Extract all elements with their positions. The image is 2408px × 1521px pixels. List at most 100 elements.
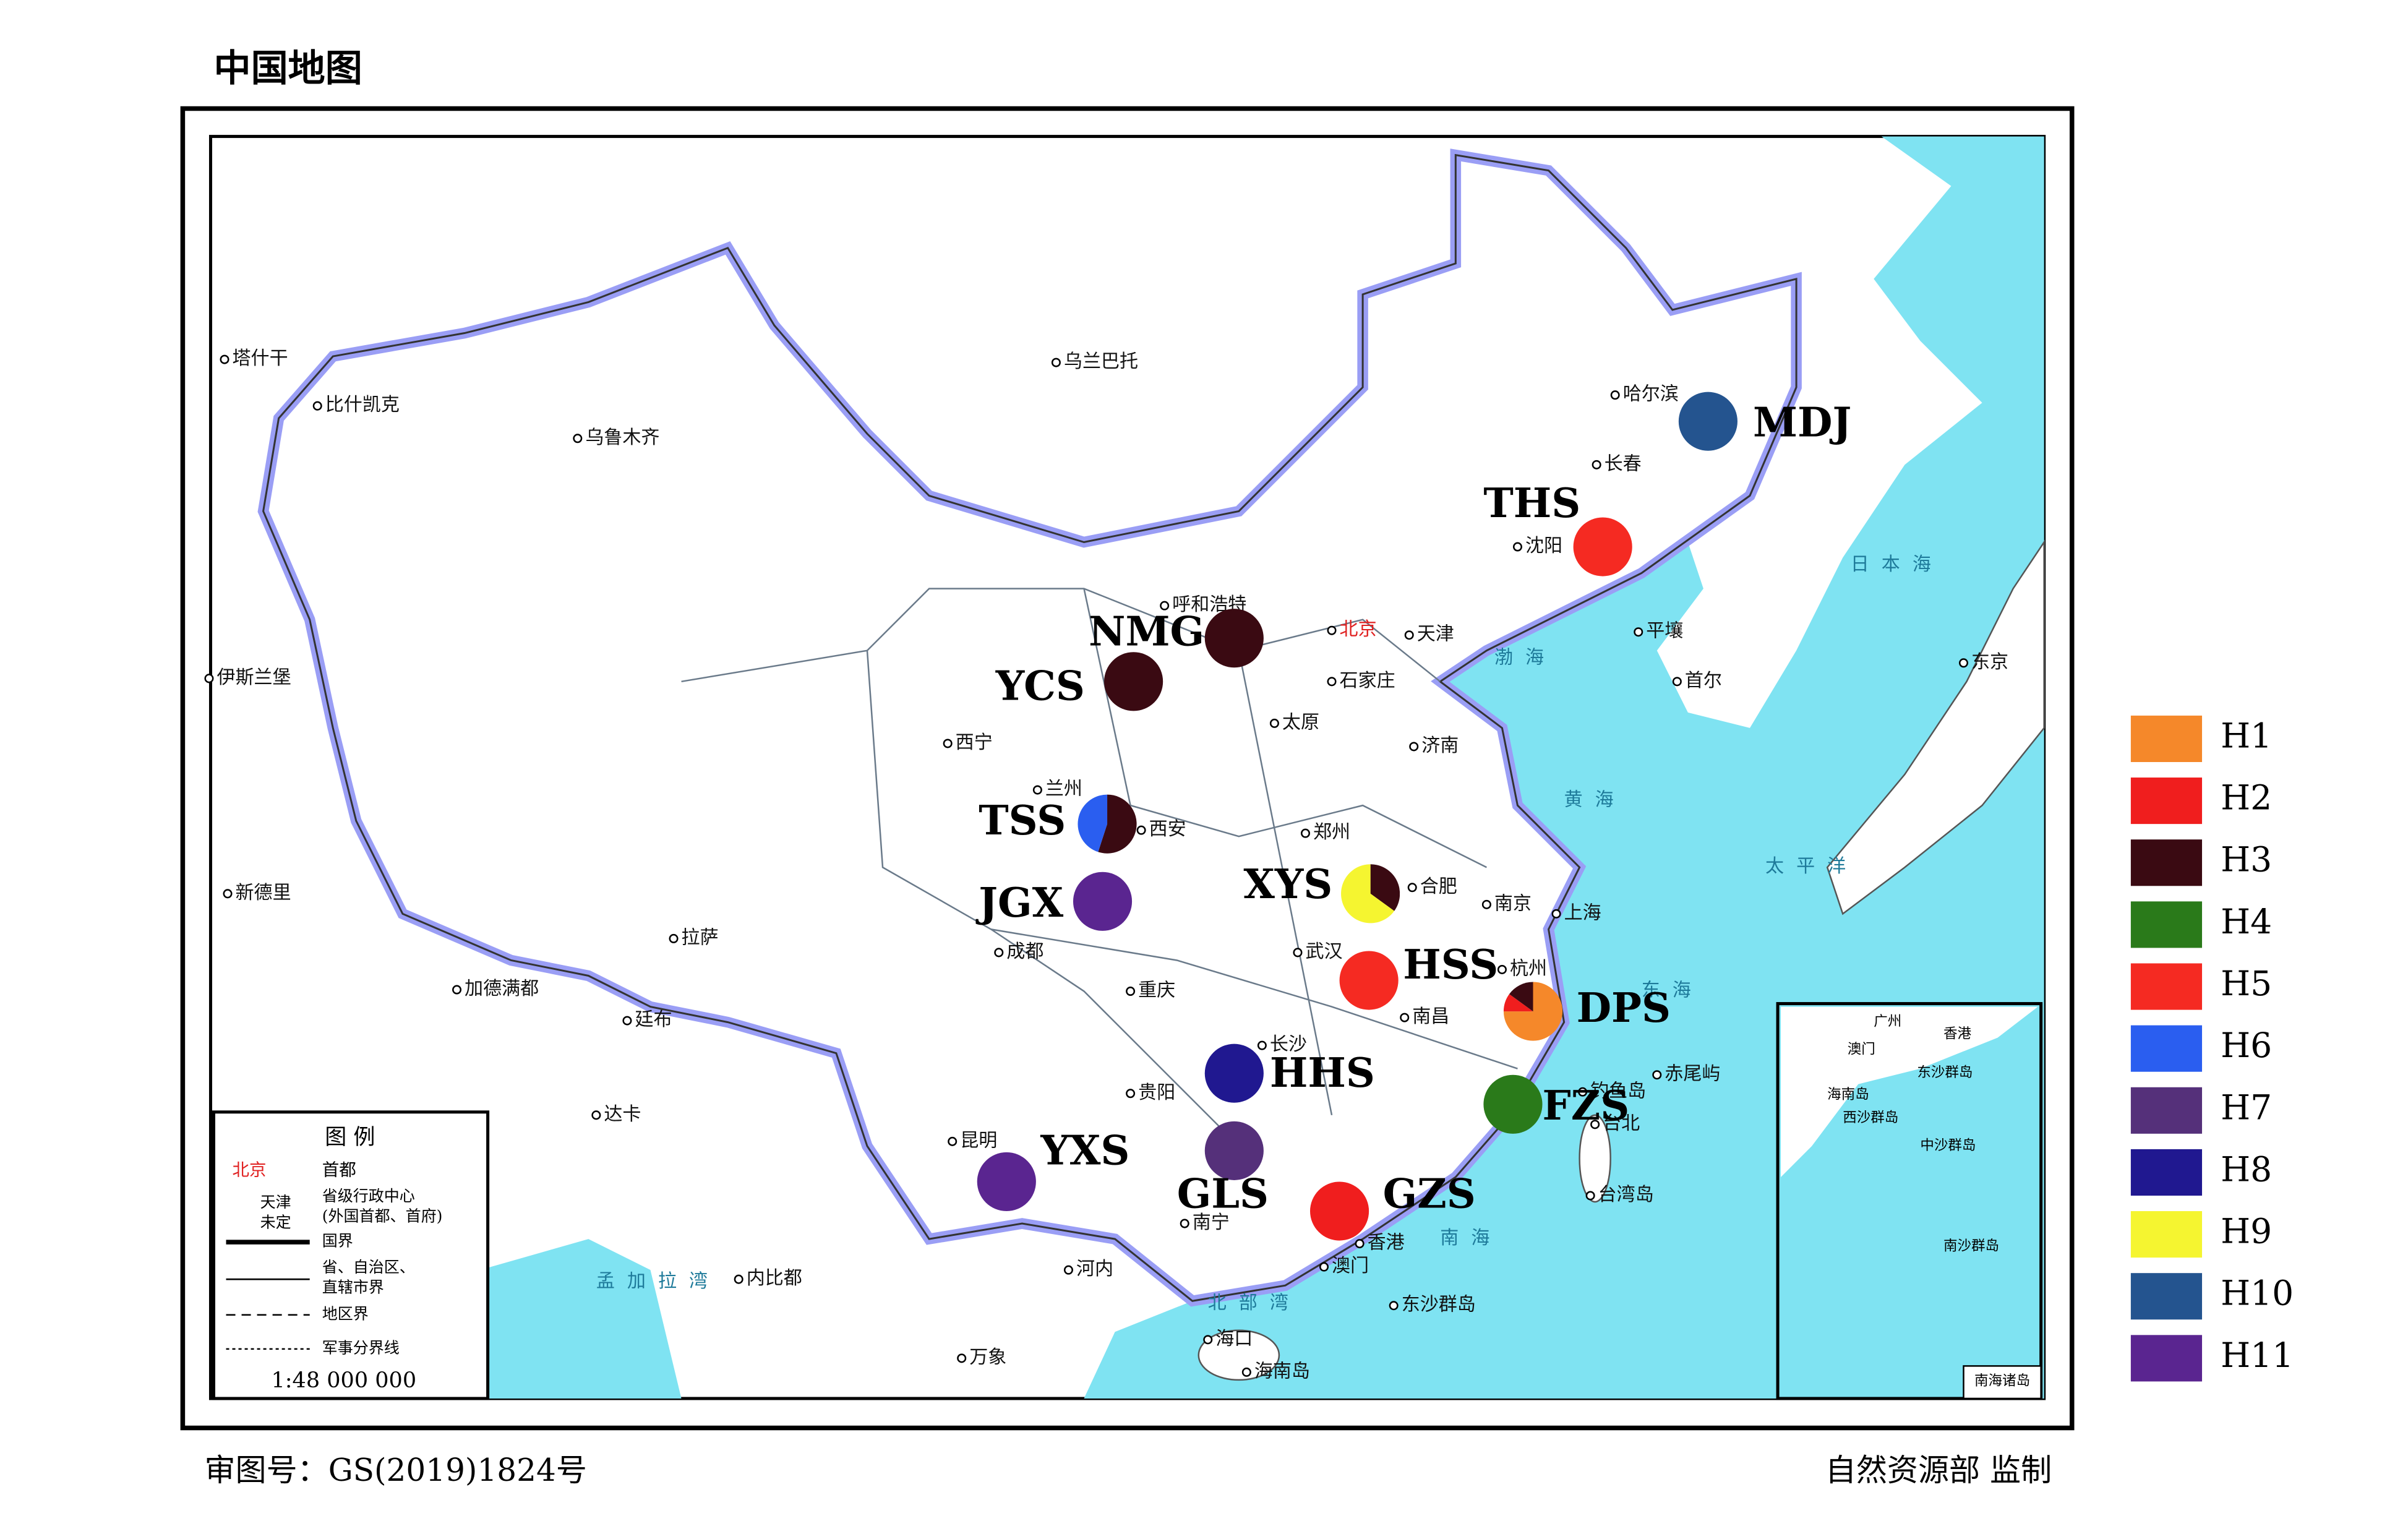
legend-swatch xyxy=(2130,901,2203,948)
place-dot xyxy=(1241,1367,1251,1377)
place-name: 赤尾屿 xyxy=(1665,1063,1720,1085)
place-dot xyxy=(1180,1219,1189,1228)
bay xyxy=(465,1239,682,1399)
map-legend-title: 图 例 xyxy=(325,1125,375,1150)
place-dot xyxy=(204,674,214,683)
place-name: 钓鱼岛 xyxy=(1590,1080,1646,1102)
map-title: 中国地图 xyxy=(213,47,362,90)
pie-slice xyxy=(1339,951,1399,1010)
legend-label: H3 xyxy=(2221,840,2272,880)
place-name: 兰州 xyxy=(1045,778,1082,800)
place-name: 昆明 xyxy=(960,1129,997,1151)
place-dot xyxy=(1293,948,1303,958)
place-dot xyxy=(948,1136,958,1146)
place-name: 海南岛 xyxy=(1254,1360,1310,1382)
place-dot xyxy=(1389,1301,1399,1311)
site-code: YCS xyxy=(995,662,1085,709)
legend-label: H7 xyxy=(2221,1087,2272,1127)
place-dot xyxy=(943,739,953,748)
legend-label: H9 xyxy=(2221,1212,2272,1251)
place-dot xyxy=(1051,358,1061,367)
legend-label: H4 xyxy=(2221,902,2272,941)
sea-name: 渤海 xyxy=(1494,646,1556,668)
place-dot xyxy=(1327,625,1337,635)
place-dot xyxy=(1160,601,1170,611)
place-name: 台北 xyxy=(1603,1113,1640,1134)
legend-label: 直辖市界 xyxy=(322,1279,384,1296)
inset-title-box xyxy=(1963,1365,2042,1400)
place-dot xyxy=(1610,390,1620,400)
pie-slice xyxy=(977,1152,1036,1212)
place-dot xyxy=(1592,460,1601,469)
hainan xyxy=(1198,1329,1280,1381)
sea-name: 东海 xyxy=(1642,980,1703,1001)
pie-slice xyxy=(1503,994,1533,1012)
place-name: 新德里 xyxy=(236,882,291,904)
inset: 南海诸岛 xyxy=(1776,1002,2043,1400)
place-dot xyxy=(1404,630,1414,640)
place-dot xyxy=(1652,1070,1662,1080)
place-dot xyxy=(1257,1040,1267,1050)
place-dot xyxy=(312,401,322,411)
legend-swatch xyxy=(2130,715,2203,763)
place-name: 南昌 xyxy=(1412,1006,1449,1027)
place-name: 合肥 xyxy=(1420,876,1457,898)
place-name: 石家庄 xyxy=(1340,670,1395,692)
place-name: 成都 xyxy=(1006,941,1043,962)
place-name: 拉萨 xyxy=(682,927,719,948)
legend-swatch xyxy=(2130,778,2203,825)
sea-name: 北部湾 xyxy=(1208,1292,1301,1314)
inset-place: 澳门 xyxy=(1848,1042,1875,1058)
place-name: 长沙 xyxy=(1270,1034,1307,1055)
place-dot xyxy=(994,948,1004,958)
inset-place: 海南岛 xyxy=(1827,1086,1869,1102)
place-name: 廷布 xyxy=(635,1009,672,1030)
place-name: 东京 xyxy=(1971,651,2008,673)
place-name: 哈尔滨 xyxy=(1623,383,1679,405)
map-legend-box xyxy=(212,1110,490,1400)
sea-name: 太平洋 xyxy=(1765,855,1858,877)
legend-label: 国界 xyxy=(322,1232,353,1250)
legend-label: H1 xyxy=(2221,716,2272,755)
publisher: 自然资源部 监制 xyxy=(1825,1452,2052,1488)
place-name: 西宁 xyxy=(956,732,993,753)
inset-place: 西沙群岛 xyxy=(1843,1110,1898,1126)
site-code: THS xyxy=(1483,480,1580,527)
legend-label: H11 xyxy=(2221,1335,2294,1375)
legend-label: 省级行政中心 xyxy=(322,1187,415,1205)
sea-name: 南海 xyxy=(1440,1227,1502,1249)
pie-slice xyxy=(1483,1074,1543,1134)
sea-name: 日本海 xyxy=(1851,554,1943,575)
pie-slice xyxy=(1204,1043,1264,1103)
site-code: JGX xyxy=(975,880,1063,927)
legend-sample: 北京 xyxy=(233,1160,267,1180)
place-name: 塔什干 xyxy=(233,348,288,369)
place-name: 乌兰巴托 xyxy=(1064,351,1138,372)
place-name: 太原 xyxy=(1282,711,1319,733)
place-name: 南京 xyxy=(1494,893,1532,914)
site-code: FZS xyxy=(1543,1082,1630,1129)
legend-sample: 未定 xyxy=(260,1214,291,1232)
legend-label: H6 xyxy=(2221,1026,2272,1065)
place-dot xyxy=(1551,909,1561,919)
place-name: 内比都 xyxy=(747,1267,802,1289)
legend-label: H2 xyxy=(2221,778,2272,818)
place-dot xyxy=(1269,718,1279,728)
site-code: DPS xyxy=(1577,985,1671,1032)
approval-number: 审图号：GS(2019)1824号 xyxy=(204,1452,586,1488)
legend-label: H5 xyxy=(2221,964,2272,1003)
pie-slice xyxy=(1309,1181,1369,1241)
place-dot xyxy=(1481,899,1491,909)
pie-slice xyxy=(1678,392,1737,451)
pie-slice xyxy=(1204,609,1264,668)
china-border-line xyxy=(262,153,1797,1302)
legend-label: (外国首都、首府) xyxy=(322,1207,443,1225)
pie-slice xyxy=(1509,982,1533,1012)
place-name: 香港 xyxy=(1368,1232,1405,1254)
place-dot xyxy=(622,1016,632,1026)
place-name: 天津 xyxy=(1417,623,1454,645)
legend-swatch xyxy=(2130,1211,2203,1258)
legend-swatch xyxy=(2130,963,2203,1010)
place-dot xyxy=(1126,987,1136,996)
